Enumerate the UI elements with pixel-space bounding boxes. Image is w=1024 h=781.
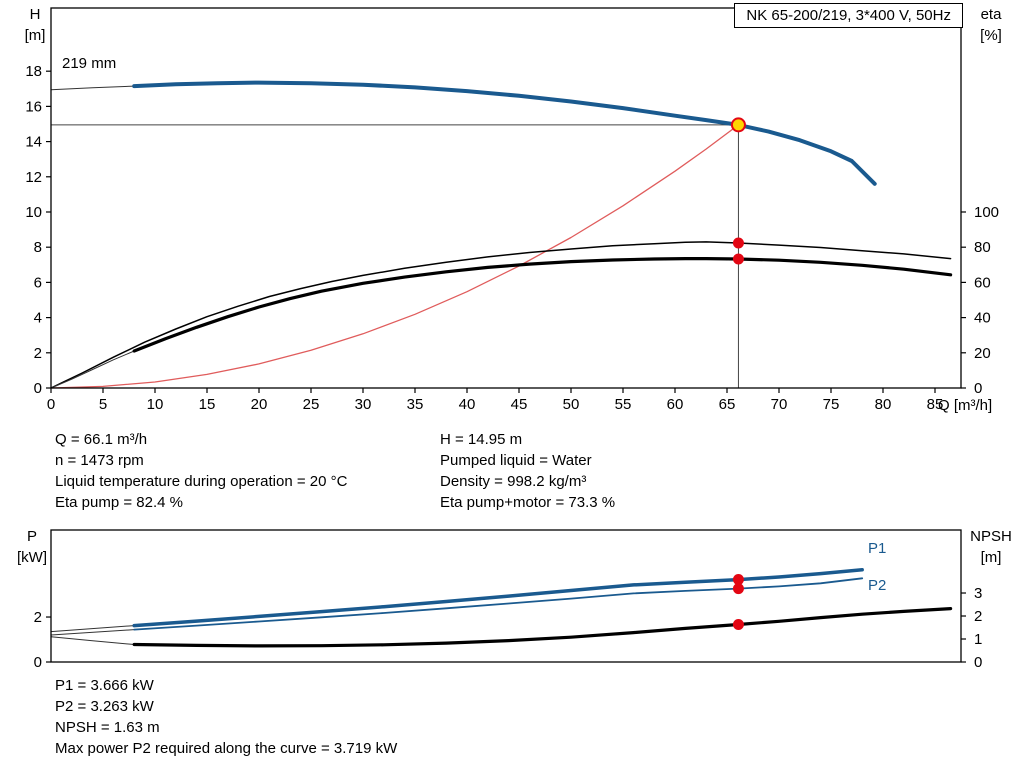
x-tick-label: 55 — [615, 396, 632, 413]
x-tick-label: 70 — [771, 396, 788, 413]
y-right-tick-label: 20 — [974, 345, 991, 362]
eta-pump-duty-dot — [732, 237, 744, 249]
qh-eta-chart: 0 2 4 6 8 10 12 14 16 18 0 20 40 60 80 100 0 5 10 15 20 25 30 3… — [25, 7, 999, 413]
y-left-tick-label: 4 — [34, 310, 42, 327]
x-tick-label: 75 — [823, 396, 840, 413]
x-tick-label: 80 — [875, 396, 892, 413]
p2-duty-dot — [732, 583, 744, 595]
x-tick-label: 50 — [563, 396, 580, 413]
y-left-tick-label: 16 — [25, 98, 42, 115]
y-left-tick-label: 10 — [25, 204, 42, 221]
operating-point-info-col2: H = 14.95 m Pumped liquid = Water Densit… — [440, 429, 615, 513]
y-left-tick-label: 18 — [25, 63, 42, 80]
info-line-liquid-temp: Liquid temperature during operation = 20… — [55, 473, 348, 490]
y-left-tick-label: 14 — [25, 134, 42, 151]
x-tick-label: 60 — [667, 396, 684, 413]
info-line-max-power: Max power P2 required along the curve = … — [55, 740, 398, 757]
system-curve — [50, 124, 740, 389]
eta-pump-curve — [50, 241, 952, 389]
x-tick-label: 65 — [719, 396, 736, 413]
y-right-tick-label: 2 — [974, 608, 982, 625]
info-line-q: Q = 66.1 m³/h — [55, 431, 148, 448]
p-axis-label-symbol: P — [26, 528, 37, 545]
y-left-tick-label: 2 — [34, 609, 42, 626]
qh-eta-chart-frame — [50, 7, 962, 389]
info-line-pumped-liquid: Pumped liquid = Water — [440, 452, 592, 469]
y-right-tick-label: 60 — [974, 274, 991, 291]
eta-axis-label-unit: [%] — [980, 27, 1002, 44]
y-left-tick-label: 0 — [34, 380, 42, 397]
eta-axis-label: eta [%] — [968, 4, 1014, 46]
y-right-tick-label: 80 — [974, 239, 991, 256]
curve-label-p2: P2 — [868, 577, 886, 594]
impeller-diameter-label: 219 mm — [62, 55, 117, 72]
h-axis-label-unit: [m] — [24, 27, 46, 44]
pump-model-badge: NK 65-200/219, 3*400 V, 50Hz — [734, 3, 963, 28]
x-tick-label: 45 — [511, 396, 528, 413]
info-line-eta-pump-motor: Eta pump+motor = 73.3 % — [440, 494, 616, 511]
y-right-tick-label: 0 — [974, 654, 982, 671]
npsh-axis-label-unit: [m] — [980, 549, 1002, 566]
power-info-block: P1 = 3.666 kW P2 = 3.263 kW NPSH = 1.63 … — [55, 675, 397, 759]
y-left-tick-label: 0 — [34, 654, 42, 671]
h-axis-label-symbol: H — [29, 6, 41, 23]
npsh-axis-label: NPSH [m] — [964, 526, 1018, 568]
p-axis-label-unit: [kW] — [17, 549, 47, 566]
x-tick-label: 25 — [303, 396, 320, 413]
h-axis-label: H [m] — [16, 4, 54, 46]
y-left-tick-label: 2 — [34, 345, 42, 362]
p1-duty-dot — [732, 574, 744, 586]
eta-axis-label-symbol: eta — [980, 6, 1002, 23]
info-line-p1: P1 = 3.666 kW — [55, 677, 154, 694]
y-left-tick-label: 12 — [25, 169, 42, 186]
info-line-density: Density = 998.2 kg/m³ — [440, 473, 587, 490]
info-line-eta-pump: Eta pump = 82.4 % — [55, 494, 183, 511]
x-tick-label: 10 — [147, 396, 164, 413]
x-tick-label: 30 — [355, 396, 372, 413]
head-curve-leadin — [50, 85, 135, 91]
p1-curve-leadin — [50, 625, 135, 633]
head-curve-219mm — [132, 80, 877, 186]
p-axis-label: P [kW] — [10, 526, 54, 568]
duty-point-marker — [730, 117, 746, 133]
operating-point-info-col1: Q = 66.1 m³/h n = 1473 rpm Liquid temper… — [55, 429, 347, 513]
x-tick-label: 85 — [927, 396, 944, 413]
power-npsh-chart: 0 2 0 1 2 3 P1 P2 — [34, 529, 982, 671]
eta-pump-motor-duty-dot — [732, 253, 744, 265]
info-line-h: H = 14.95 m — [440, 431, 523, 448]
eta-pump-motor-curve — [132, 257, 953, 353]
p1-curve — [132, 568, 864, 628]
curve-label-p1: P1 — [868, 540, 886, 557]
x-tick-label: 15 — [199, 396, 216, 413]
x-tick-label: 5 — [99, 396, 107, 413]
x-tick-label: 35 — [407, 396, 424, 413]
y-right-tick-label: 100 — [974, 204, 999, 221]
y-right-tick-label: 40 — [974, 310, 991, 327]
power-npsh-chart-frame — [50, 529, 962, 663]
y-left-tick-label: 6 — [34, 274, 42, 291]
y-right-tick-label: 0 — [974, 380, 982, 397]
y-left-tick-label: 8 — [34, 239, 42, 256]
y-right-tick-label: 1 — [974, 631, 982, 648]
info-line-n: n = 1473 rpm — [55, 452, 144, 469]
q-axis-label: Q [m³/h] — [938, 397, 993, 414]
p2-curve-leadin — [50, 629, 135, 636]
p2-curve — [133, 577, 864, 631]
x-tick-label: 20 — [251, 396, 268, 413]
npsh-curve-leadin — [50, 636, 135, 645]
npsh-curve — [132, 606, 953, 648]
x-tick-label: 40 — [459, 396, 476, 413]
npsh-duty-dot — [732, 619, 744, 631]
eta-pump-motor-leadin — [50, 350, 135, 389]
y-right-tick-label: 3 — [974, 585, 982, 602]
npsh-axis-label-symbol: NPSH — [970, 528, 1012, 545]
info-line-p2: P2 = 3.263 kW — [55, 698, 154, 715]
info-line-npsh: NPSH = 1.63 m — [55, 719, 160, 736]
x-tick-label: 0 — [47, 396, 55, 413]
